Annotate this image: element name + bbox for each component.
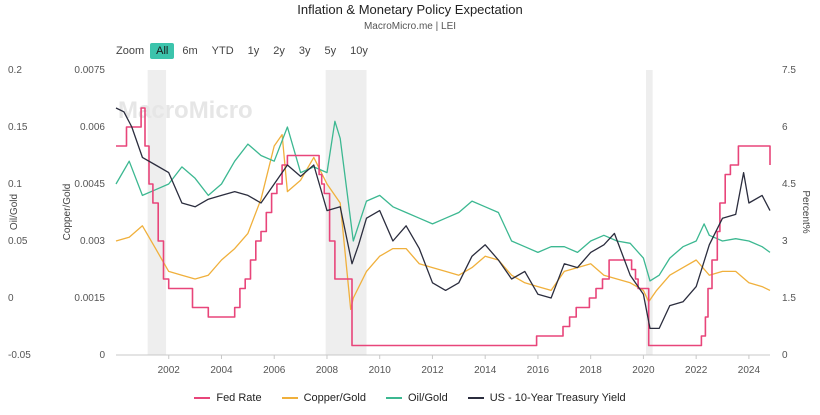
y-tick-oil: 0.15 (8, 122, 28, 133)
y-axis-title-copper: Copper/Gold (62, 184, 73, 241)
y-tick-copper: 0 (99, 350, 105, 361)
y-tick-oil: 0.2 (8, 65, 22, 76)
zoom-6m-button[interactable]: 6m (182, 45, 198, 57)
zoom-1y-button[interactable]: 1y (247, 45, 260, 57)
zoom-ytd-button[interactable]: YTD (211, 45, 234, 57)
legend-item-oil-gold[interactable]: Oil/Gold (385, 392, 448, 404)
y-tick-rate: 3 (782, 236, 788, 247)
y-tick-oil: 0.1 (8, 179, 22, 190)
y-tick-copper: 0.0075 (74, 65, 105, 76)
legend-label: Fed Rate (216, 392, 262, 404)
x-tick-label: 2020 (632, 365, 655, 376)
series-line-fed-rate (116, 107, 771, 347)
x-tick-label: 2024 (738, 365, 761, 376)
y-axis-title-rate: Percent% (800, 190, 811, 233)
y-tick-rate: 6 (782, 122, 788, 133)
recession-band (147, 70, 167, 355)
zoom-label: Zoom (116, 45, 145, 57)
chart-canvas: MacroMicro 0.2 0.0075 7.5 0.15 0.006 6 0.1 0.00… (8, 65, 811, 376)
legend-item-treasury-yield[interactable]: US - 10-Year Treasury Yield (467, 392, 626, 404)
y-axis-title-oil: Oil/Gold (9, 194, 20, 230)
x-tick-label: 2014 (474, 365, 497, 376)
recession-band (646, 70, 653, 355)
zoom-all-button[interactable]: All (150, 43, 175, 59)
y-tick-rate: 4.5 (782, 179, 796, 190)
zoom-bar: Zoom All 6m YTD 1y 2y 3y 5y 10y (116, 42, 376, 60)
y-tick-rate: 0 (782, 350, 788, 361)
x-tick-label: 2016 (527, 365, 550, 376)
watermark-logo: MacroMicro (118, 97, 253, 124)
x-tick-label: 2004 (210, 365, 233, 376)
legend: Fed Rate Copper/Gold Oil/Gold US - 10-Ye… (0, 392, 820, 404)
legend-swatch (194, 397, 211, 399)
x-tick-label: 2008 (316, 365, 339, 376)
recession-band (325, 70, 367, 355)
y-tick-oil: 0.05 (8, 236, 28, 247)
zoom-2y-button[interactable]: 2y (273, 45, 285, 57)
y-tick-copper: 0.003 (80, 236, 105, 247)
y-tick-rate: 7.5 (782, 65, 796, 76)
x-tick-label: 2006 (263, 365, 286, 376)
legend-label: Copper/Gold (303, 392, 366, 404)
legend-item-fed-rate[interactable]: Fed Rate (194, 392, 262, 404)
legend-label: US - 10-Year Treasury Yield (489, 392, 626, 404)
y-tick-copper: 0.006 (80, 122, 105, 133)
y-tick-copper: 0.0015 (74, 293, 105, 304)
zoom-10y-button[interactable]: 10y (350, 45, 368, 57)
series-lines (115, 107, 771, 347)
y-tick-copper: 0.0045 (74, 179, 105, 190)
zoom-5y-button[interactable]: 5y (324, 45, 337, 57)
x-tick-label: 2022 (685, 365, 708, 376)
series-line-us-10-year-treasury-yield (115, 107, 771, 330)
x-tick-label: 2018 (580, 365, 603, 376)
legend-label: Oil/Gold (407, 392, 448, 404)
zoom-3y-button[interactable]: 3y (298, 45, 311, 57)
x-tick-label: 2010 (369, 365, 392, 376)
legend-swatch (467, 397, 484, 399)
recession-bands (147, 70, 653, 355)
legend-swatch (281, 397, 298, 399)
y-tick-oil: 0 (8, 293, 14, 304)
x-tick-label: 2012 (421, 365, 444, 376)
x-tick-label: 2002 (158, 365, 181, 376)
y-tick-oil: -0.05 (8, 350, 31, 361)
series-line-oil-gold (115, 120, 771, 282)
axis-ticks: 0.2 0.0075 7.5 0.15 0.006 6 0.1 0.0045 4.5 0.05 0.… (8, 65, 796, 376)
y-tick-rate: 1.5 (782, 293, 796, 304)
legend-swatch (385, 397, 402, 399)
series-line-copper-gold (115, 133, 771, 311)
chart-subtitle: MacroMicro.me | LEI (363, 21, 457, 32)
legend-item-copper-gold[interactable]: Copper/Gold (281, 392, 366, 404)
chart-title: Inflation & Monetary Policy Expectation (297, 2, 523, 17)
